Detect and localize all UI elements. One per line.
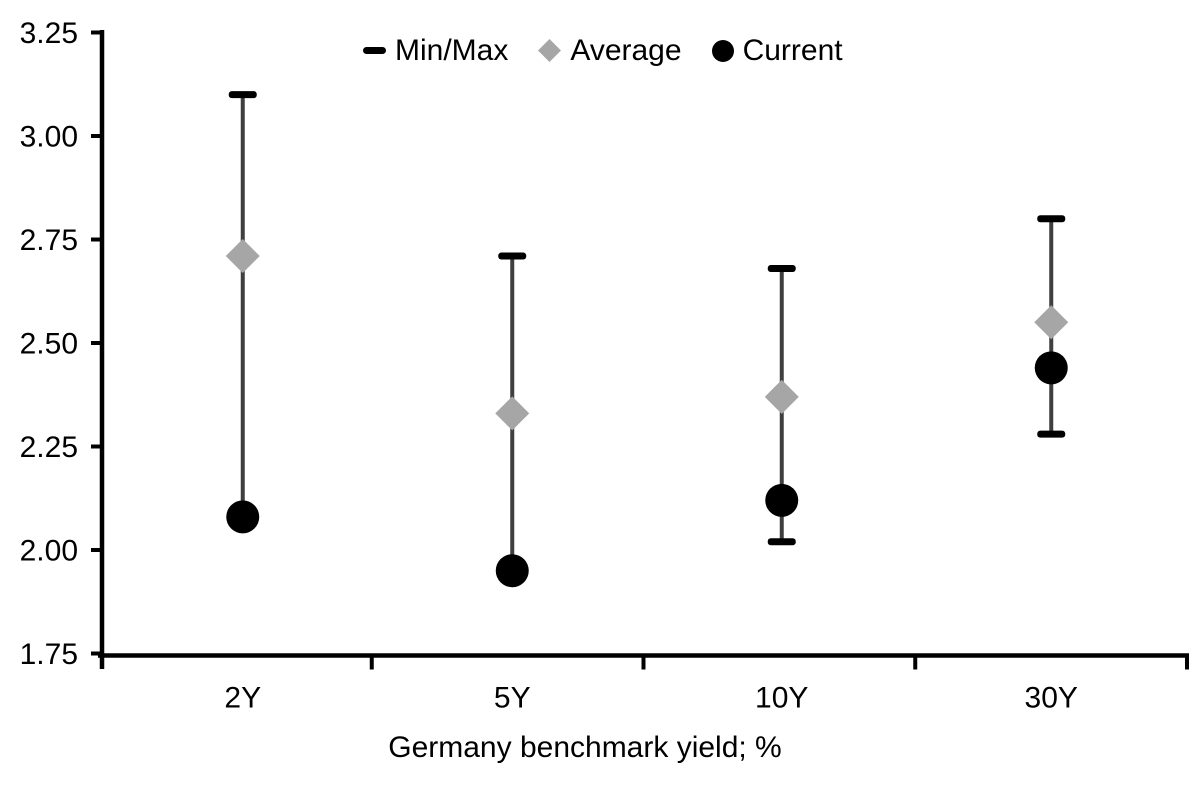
max-cap-10y — [767, 264, 796, 272]
category-label-10y: 10Y — [755, 682, 808, 715]
y-tick-label: 2.75 — [20, 224, 78, 257]
average-marker-30y — [1034, 305, 1069, 340]
y-tick-label: 3.25 — [20, 17, 78, 50]
average-diamond-icon — [538, 39, 562, 62]
legend-label-minmax: Min/Max — [395, 34, 509, 67]
max-cap-5y — [498, 252, 527, 260]
y-tick-label: 2.25 — [20, 431, 78, 464]
average-marker-10y — [764, 379, 799, 414]
y-tick-label: 3.00 — [20, 121, 78, 154]
x-axis-title: Germany benchmark yield; % — [388, 731, 782, 764]
current-marker-5y — [495, 554, 529, 588]
y-tick-label: 1.75 — [20, 638, 78, 671]
min-cap-30y — [1037, 430, 1066, 438]
average-marker-2y — [225, 239, 260, 274]
legend-label-average: Average — [570, 34, 682, 67]
legend-item-current: Current — [711, 33, 843, 68]
legend-item-minmax: Min/Max — [363, 33, 508, 68]
average-marker-5y — [495, 396, 530, 431]
legend: Min/Max Average Current — [363, 33, 843, 68]
current-marker-30y — [1034, 351, 1068, 385]
y-tick-label: 2.00 — [20, 535, 78, 568]
minmax-dash-icon — [363, 47, 386, 54]
max-cap-2y — [228, 91, 257, 99]
max-cap-30y — [1037, 215, 1066, 223]
min-cap-10y — [767, 538, 796, 546]
category-label-5y: 5Y — [494, 682, 531, 715]
legend-label-current: Current — [742, 34, 843, 67]
y-tick-label: 2.50 — [20, 328, 78, 361]
current-marker-2y — [226, 500, 260, 534]
legend-item-average: Average — [538, 33, 682, 68]
current-circle-icon — [711, 39, 734, 62]
category-label-30y: 30Y — [1025, 682, 1078, 715]
category-label-2y: 2Y — [224, 682, 261, 715]
current-marker-10y — [765, 483, 799, 517]
